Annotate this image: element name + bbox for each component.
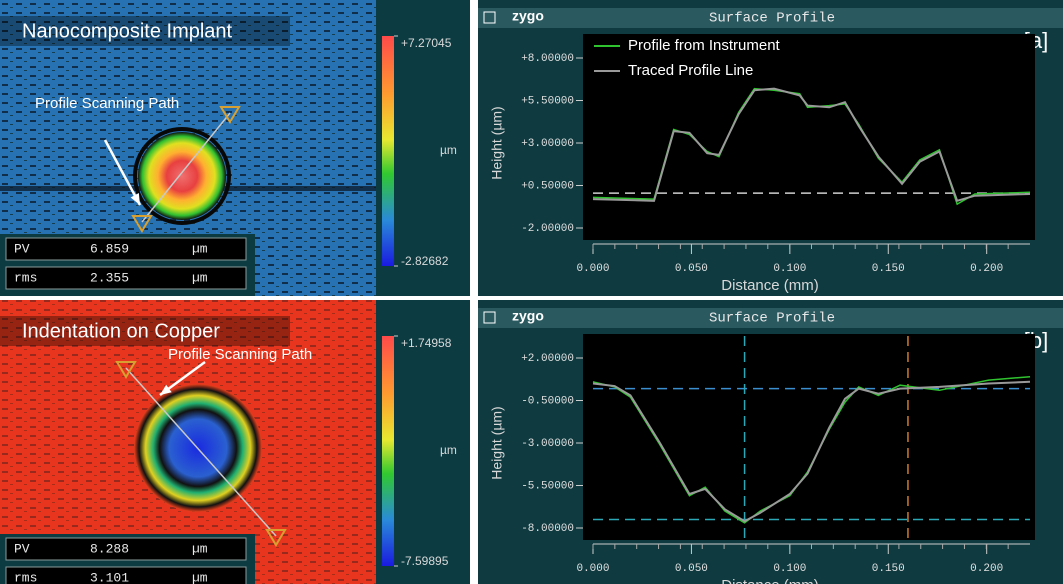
colorbar-unit: µm [440, 143, 457, 157]
colorbar-label: +1.74958 [401, 336, 452, 350]
stat-name: PV [14, 541, 30, 556]
colorbar-label: -2.82682 [401, 254, 449, 268]
y-tick-label: +5.50000 [521, 95, 574, 107]
figure: Nanocomposite Implant Profile Scanning Pa… [0, 0, 1063, 584]
colorbar-label: -7.59895 [401, 554, 449, 568]
y-tick-label: -0.50000 [521, 395, 574, 407]
x-tick-label: 0.150 [872, 263, 905, 275]
x-axis-label: Distance (mm) [721, 277, 819, 294]
brand: zygo [512, 308, 544, 324]
plot-area [583, 334, 1035, 540]
colorbar [382, 336, 394, 566]
x-tick-label: 0.050 [675, 263, 708, 275]
chart-title: Surface Profile [709, 311, 835, 327]
x-axis-label: Distance (mm) [721, 577, 819, 584]
stat-unit: µm [192, 541, 208, 556]
y-tick-label: -2.00000 [521, 223, 574, 235]
stat-unit: µm [192, 241, 208, 256]
divider [0, 296, 470, 300]
stat-value: 6.859 [90, 241, 129, 256]
colorbar-label: +7.27045 [401, 36, 452, 50]
annotation: Profile Scanning Path [168, 346, 312, 363]
stat-value: 2.355 [90, 270, 129, 285]
stat-unit: µm [192, 270, 208, 285]
x-tick-label: 0.000 [576, 263, 609, 275]
x-tick-label: 0.100 [773, 563, 806, 575]
stat-value: 3.101 [90, 570, 129, 584]
y-axis-label: Height (µm) [489, 406, 505, 479]
colorbar-unit: µm [440, 443, 457, 457]
stat-value: 8.288 [90, 541, 129, 556]
y-tick-label: -8.00000 [521, 523, 574, 535]
stat-unit: µm [192, 570, 208, 584]
annotation: Profile Scanning Path [35, 95, 179, 112]
x-tick-label: 0.200 [970, 563, 1003, 575]
y-axis-label: Height (µm) [489, 106, 505, 179]
divider [470, 296, 1063, 300]
stat-name: PV [14, 241, 30, 256]
chart-title: Surface Profile [709, 11, 835, 27]
colorbar [382, 36, 394, 266]
y-tick-label: +0.50000 [521, 180, 574, 192]
y-tick-label: -5.50000 [521, 480, 574, 492]
stat-name: rms [14, 270, 37, 285]
legend-label: Profile from Instrument [628, 37, 781, 54]
map-title: Nanocomposite Implant [22, 20, 233, 42]
x-tick-label: 0.000 [576, 563, 609, 575]
x-tick-label: 0.050 [675, 563, 708, 575]
x-tick-label: 0.100 [773, 263, 806, 275]
x-tick-label: 0.150 [872, 563, 905, 575]
y-tick-label: +8.00000 [521, 53, 574, 65]
map-title: Indentation on Copper [22, 320, 220, 342]
y-tick-label: +2.00000 [521, 353, 574, 365]
brand: zygo [512, 8, 544, 24]
y-tick-label: -3.00000 [521, 438, 574, 450]
stat-name: rms [14, 570, 37, 584]
x-tick-label: 0.200 [970, 263, 1003, 275]
y-tick-label: +3.00000 [521, 138, 574, 150]
legend-label: Traced Profile Line [628, 62, 753, 79]
